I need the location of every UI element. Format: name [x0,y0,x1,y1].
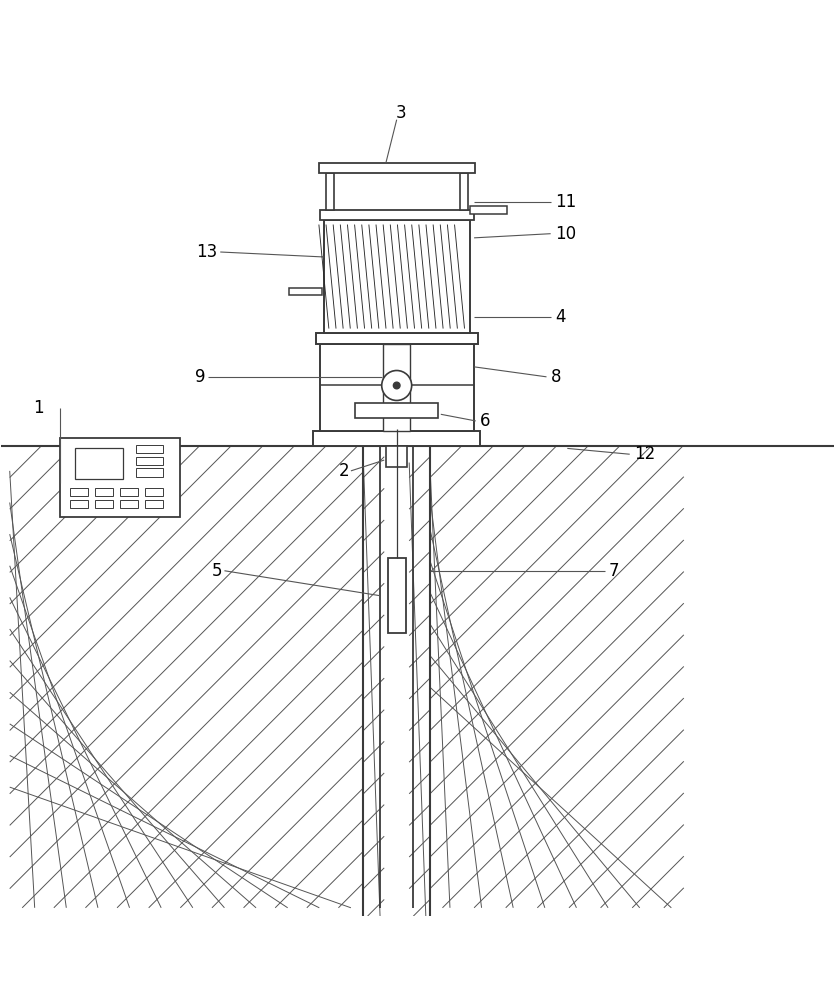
Bar [355,403,438,418]
Bar [326,173,334,210]
Bar [119,488,138,496]
Text: 1: 1 [33,399,44,417]
Bar [136,468,163,477]
Bar [320,210,473,220]
Text: 9: 9 [195,368,205,386]
Bar [469,206,507,214]
Text: 12: 12 [634,445,655,463]
Bar [320,344,473,431]
Text: 13: 13 [196,243,218,261]
Bar [144,500,163,508]
Bar [69,488,88,496]
Bar [459,173,468,210]
Bar [136,445,163,453]
Bar [69,500,88,508]
Circle shape [382,371,412,400]
Bar [319,163,474,173]
Bar [383,344,410,431]
Bar [289,288,322,295]
Text: 10: 10 [554,225,576,243]
Circle shape [393,382,400,389]
Text: 6: 6 [480,412,490,430]
Text: 4: 4 [554,308,565,326]
Text: 8: 8 [550,368,561,386]
Bar [94,488,113,496]
Text: 2: 2 [339,462,349,480]
Bar [316,333,478,344]
Text: 11: 11 [554,193,576,211]
Bar [74,448,123,479]
Text: 5: 5 [211,562,222,580]
Text: 7: 7 [609,562,620,580]
Bar [119,500,138,508]
Text: 3: 3 [396,104,406,122]
Bar [144,488,163,496]
Bar [94,500,113,508]
Bar [59,438,180,517]
Bar [387,446,407,467]
Bar [387,558,406,633]
Bar [313,431,480,446]
Bar [136,457,163,465]
Bar [324,220,469,333]
